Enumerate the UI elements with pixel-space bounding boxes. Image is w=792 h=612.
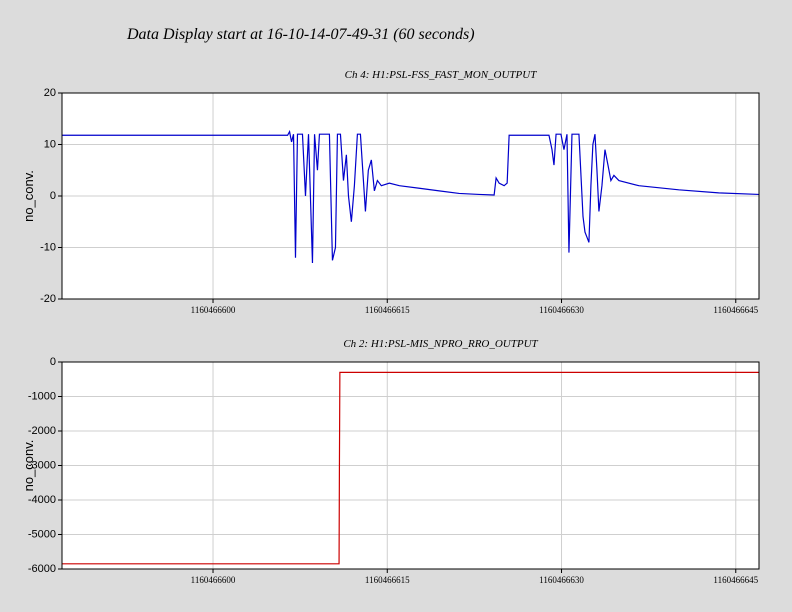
y-tick-label: -4000	[28, 494, 56, 506]
y-tick-label: 20	[44, 87, 56, 99]
y-tick-label: -3000	[28, 459, 56, 471]
plot-border	[61, 92, 760, 300]
page-title: Data Display start at 16-10-14-07-49-31 …	[126, 26, 475, 43]
x-tick-label: 1160466600	[191, 305, 236, 315]
y-tick-label: -5000	[28, 528, 56, 540]
y-tick-label: -1000	[28, 390, 56, 402]
x-tick-label: 1160466645	[713, 575, 758, 585]
x-tick-label: 1160466645	[713, 305, 758, 315]
chart-title: Ch 4: H1:PSL-FSS_FAST_MON_OUTPUT	[345, 69, 538, 81]
y-tick-label: 0	[50, 190, 56, 202]
data-line	[62, 371, 759, 565]
y-axis-label: no_conv.	[21, 170, 36, 222]
y-tick-label: -20	[40, 293, 56, 305]
x-tick-label: 1160466615	[365, 305, 410, 315]
x-tick-label: 1160466615	[365, 575, 410, 585]
plot-border	[61, 361, 760, 570]
x-tick-label: 1160466600	[191, 575, 236, 585]
data-line	[62, 129, 760, 263]
y-tick-label: 0	[50, 356, 56, 368]
y-axis-label: no_conv.	[21, 440, 36, 492]
chart-title: Ch 2: H1:PSL-MIS_NPRO_RRO_OUTPUT	[343, 338, 538, 350]
y-tick-label: -6000	[28, 563, 56, 575]
x-tick-label: 1160466630	[539, 305, 584, 315]
x-tick-label: 1160466630	[539, 575, 584, 585]
y-tick-label: -2000	[28, 425, 56, 437]
y-tick-label: 10	[44, 138, 56, 150]
y-tick-label: -10	[40, 241, 56, 253]
